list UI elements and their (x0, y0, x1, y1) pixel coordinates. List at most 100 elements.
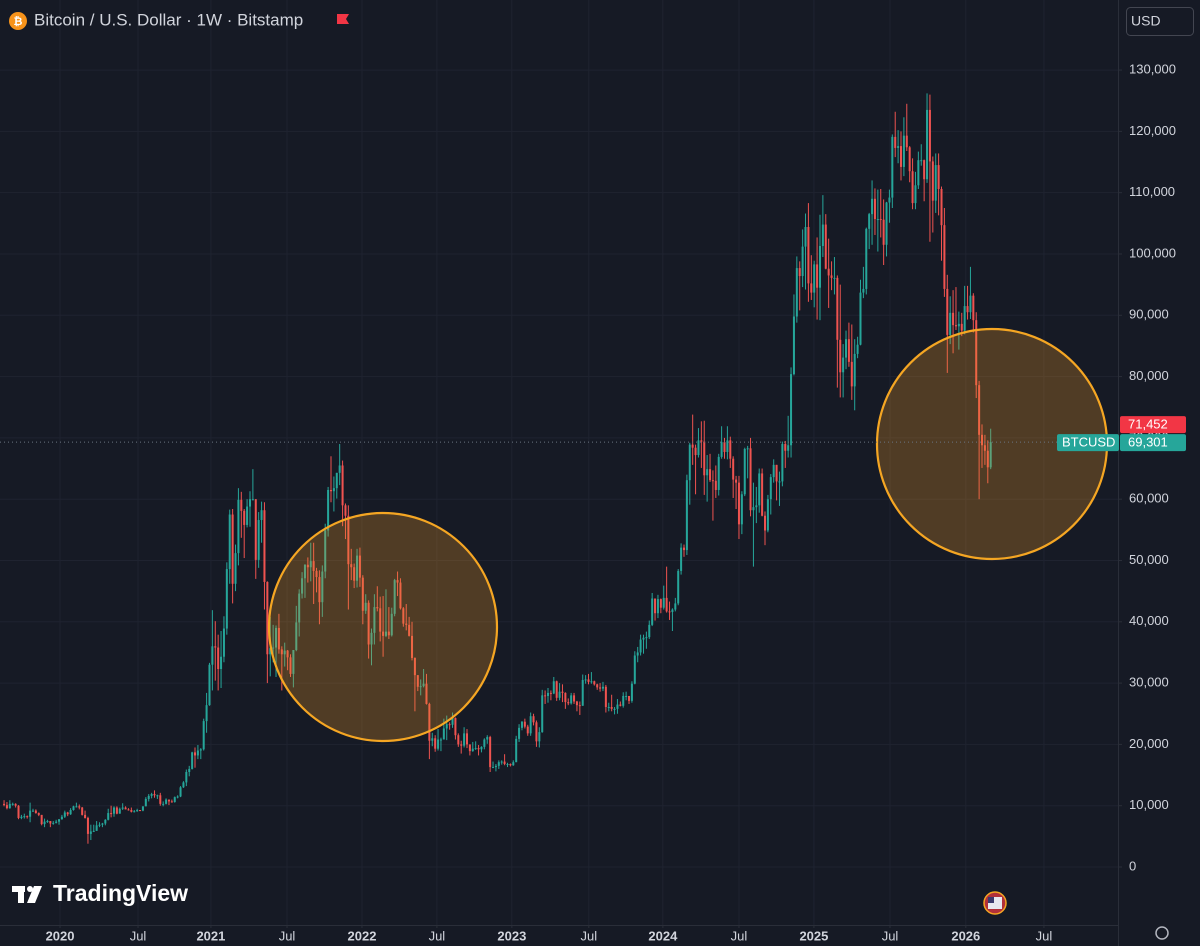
candle-body (960, 323, 963, 331)
candle-body (607, 707, 610, 709)
x-tick-label: 2025 (799, 928, 828, 943)
candle-body (121, 807, 124, 809)
candle-body (737, 482, 740, 525)
candle-body (457, 735, 460, 745)
candle-body (474, 748, 477, 750)
candle-body (202, 721, 205, 750)
candle-body (538, 732, 541, 742)
candle-body (115, 807, 118, 814)
candle-body (515, 738, 518, 763)
candle-body (662, 597, 665, 608)
candle-body (211, 646, 214, 665)
candle-body (237, 499, 240, 554)
candle-body (599, 687, 602, 689)
candle-body (888, 197, 891, 203)
candle-body (526, 726, 529, 734)
candle-body (191, 752, 194, 769)
symbol-title: Bitcoin / U.S. Dollar · 1W · Bitstamp (34, 10, 303, 29)
candle-body (969, 295, 972, 313)
candle-body (905, 135, 908, 148)
candle-body (321, 571, 324, 603)
settings-icon[interactable] (1155, 926, 1169, 940)
candle-body (937, 165, 940, 189)
candle-body (957, 323, 960, 327)
candle-body (668, 611, 671, 613)
candle-body (512, 762, 515, 766)
candle-body (188, 768, 191, 772)
candle-body (199, 749, 202, 751)
candle-body (798, 268, 801, 277)
candle-body (871, 198, 874, 215)
x-tick-label: Jul (882, 928, 899, 943)
candle-body (272, 647, 275, 649)
x-tick-label: Jul (279, 928, 296, 943)
candle-body (847, 339, 850, 362)
candle-body (856, 344, 859, 354)
candle-body (500, 761, 503, 763)
candle-body (761, 473, 764, 516)
candle-body (55, 821, 58, 823)
last-price-box (1120, 434, 1186, 452)
logo-text: TradingView (53, 880, 188, 906)
candle-body (830, 275, 833, 278)
candle-body (717, 456, 720, 490)
x-tick-label: Jul (731, 928, 748, 943)
candle-body (416, 675, 419, 687)
candle-body (445, 724, 448, 729)
candle-body (541, 695, 544, 733)
candle-body (489, 737, 492, 768)
candle-body (952, 312, 955, 326)
candle-body (167, 799, 170, 802)
candle-body (824, 224, 827, 269)
candle-body (677, 570, 680, 604)
candle-body (613, 708, 616, 710)
candle-body (720, 442, 723, 457)
candle-body (792, 316, 795, 375)
candle-body (225, 569, 228, 629)
candle-body (746, 448, 749, 450)
candle-body (685, 480, 688, 551)
currency-button[interactable] (1126, 7, 1194, 36)
y-tick-label: 10,000 (1129, 797, 1169, 812)
candle-body (370, 632, 373, 645)
candle-body (876, 219, 879, 221)
candle-body (648, 624, 651, 638)
candle-body (954, 325, 957, 327)
tradingview-logo: TradingView (12, 880, 188, 906)
candle-body (518, 727, 521, 739)
candle-body (561, 691, 564, 693)
candle-body (318, 577, 321, 603)
candle-body (312, 561, 315, 571)
candle-body (732, 458, 735, 480)
candle-body (946, 288, 949, 335)
candle-body (601, 686, 604, 689)
candle-body (691, 444, 694, 448)
candle-body (364, 602, 367, 611)
candle-body (619, 704, 622, 706)
candle-body (23, 816, 26, 818)
currency-label[interactable]: USD (1131, 13, 1161, 29)
candle-body (853, 353, 856, 387)
candle-body (934, 165, 937, 201)
candle-body (787, 445, 790, 451)
candle-body (552, 681, 555, 694)
candle-body (494, 765, 497, 768)
candle-body (373, 607, 376, 633)
candle-body (465, 733, 469, 745)
candle-body (471, 748, 474, 752)
candle-body (636, 652, 639, 656)
candle-body (868, 214, 871, 229)
candle-body (165, 799, 168, 804)
candle-body (709, 469, 712, 481)
candle-body (382, 631, 385, 636)
candle-body (943, 225, 946, 289)
candle-body (509, 764, 512, 766)
candle-body (532, 716, 535, 723)
y-tick-label: 20,000 (1129, 736, 1169, 751)
candle-body (503, 761, 506, 765)
candle-body (286, 650, 289, 658)
candle-body (573, 695, 576, 702)
candle-body (14, 803, 17, 806)
candle-body (112, 807, 116, 814)
